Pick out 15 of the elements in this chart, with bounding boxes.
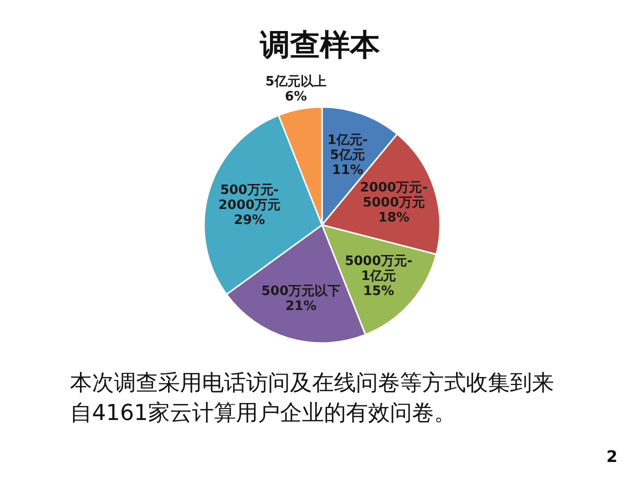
chart-title: 调查样本	[259, 28, 381, 63]
data-label: 15%	[363, 284, 394, 299]
data-label: 11%	[332, 162, 364, 178]
slice-label: 5亿元以上	[265, 74, 326, 90]
data-label: 18%	[378, 210, 410, 226]
data-label: 21%	[285, 299, 316, 314]
slice-label: 500万元-2000万元	[218, 182, 281, 213]
slice-label: 2000万元-5000万元	[360, 180, 428, 211]
slice-label: 500万元以下	[261, 284, 340, 300]
slice-label: 1亿元-5亿元	[327, 132, 368, 163]
text: 2	[606, 447, 618, 466]
text: 本次调查采用电话访问及在线问卷等方式收集到来自4161家云计算用户企业的有效问卷。	[70, 371, 554, 426]
slice-label: 5000万元-1亿元	[344, 254, 412, 284]
data-label: 29%	[234, 212, 266, 228]
data-label: 6%	[284, 90, 307, 105]
